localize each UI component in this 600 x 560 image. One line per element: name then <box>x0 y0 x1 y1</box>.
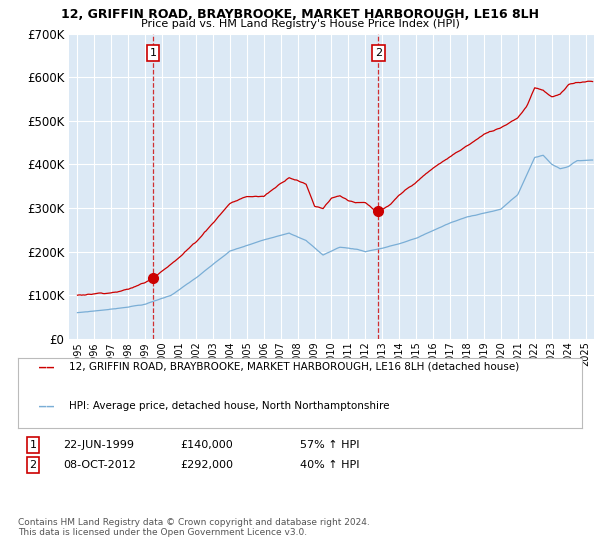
Text: 12, GRIFFIN ROAD, BRAYBROOKE, MARKET HARBOROUGH, LE16 8LH: 12, GRIFFIN ROAD, BRAYBROOKE, MARKET HAR… <box>61 8 539 21</box>
Text: Contains HM Land Registry data © Crown copyright and database right 2024.
This d: Contains HM Land Registry data © Crown c… <box>18 518 370 538</box>
Text: Price paid vs. HM Land Registry's House Price Index (HPI): Price paid vs. HM Land Registry's House … <box>140 19 460 29</box>
Text: 2: 2 <box>29 460 37 470</box>
Text: 08-OCT-2012: 08-OCT-2012 <box>63 460 136 470</box>
Text: 1: 1 <box>149 48 157 58</box>
Text: £140,000: £140,000 <box>180 440 233 450</box>
Text: 2: 2 <box>375 48 382 58</box>
Text: 57% ↑ HPI: 57% ↑ HPI <box>300 440 359 450</box>
Text: ——: —— <box>39 360 54 374</box>
Text: 22-JUN-1999: 22-JUN-1999 <box>63 440 134 450</box>
Text: ——: —— <box>39 399 54 413</box>
Text: £292,000: £292,000 <box>180 460 233 470</box>
Text: 12, GRIFFIN ROAD, BRAYBROOKE, MARKET HARBOROUGH, LE16 8LH (detached house): 12, GRIFFIN ROAD, BRAYBROOKE, MARKET HAR… <box>69 362 519 372</box>
Text: 40% ↑ HPI: 40% ↑ HPI <box>300 460 359 470</box>
Text: HPI: Average price, detached house, North Northamptonshire: HPI: Average price, detached house, Nort… <box>69 401 389 411</box>
Text: 1: 1 <box>29 440 37 450</box>
